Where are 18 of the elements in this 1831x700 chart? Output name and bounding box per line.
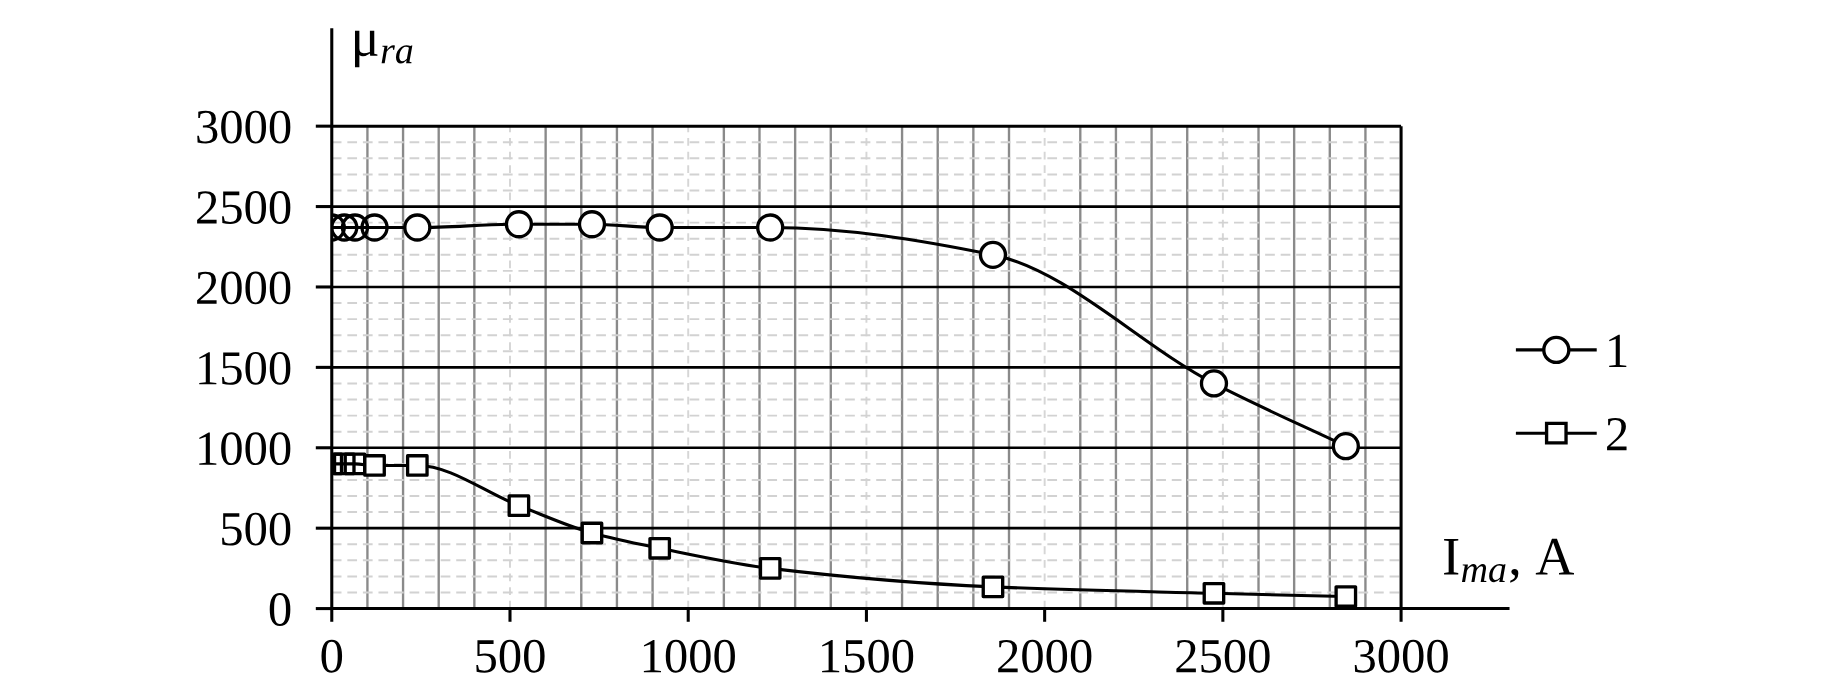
y-tick-label: 0 bbox=[269, 593, 291, 626]
y-tick-label: 1000 bbox=[199, 432, 291, 466]
x-tick-label: 500 bbox=[476, 639, 545, 673]
y-tick-label: 3000 bbox=[197, 110, 291, 144]
x-tick-label: 0 bbox=[321, 639, 343, 673]
y-axis-title: μ$_{ra}$ bbox=[354, 30, 413, 68]
legend-label: 2 bbox=[1607, 417, 1627, 451]
x-tick-label: 1000 bbox=[643, 639, 735, 673]
x-tick-label: 1500 bbox=[822, 639, 914, 673]
x-tick-label: 2000 bbox=[998, 639, 1092, 673]
x-axis-title: I$_{ma}$, A bbox=[1444, 538, 1574, 583]
y-tick-label: 2500 bbox=[197, 191, 291, 224]
x-tick-label: 3000 bbox=[1354, 639, 1448, 673]
y-tick-label: 1500 bbox=[199, 351, 291, 385]
y-tick-label: 2000 bbox=[197, 271, 291, 305]
y-tick-label: 500 bbox=[222, 512, 291, 546]
legend-label: 1 bbox=[1609, 334, 1627, 367]
x-tick-label: 2500 bbox=[1176, 639, 1270, 673]
